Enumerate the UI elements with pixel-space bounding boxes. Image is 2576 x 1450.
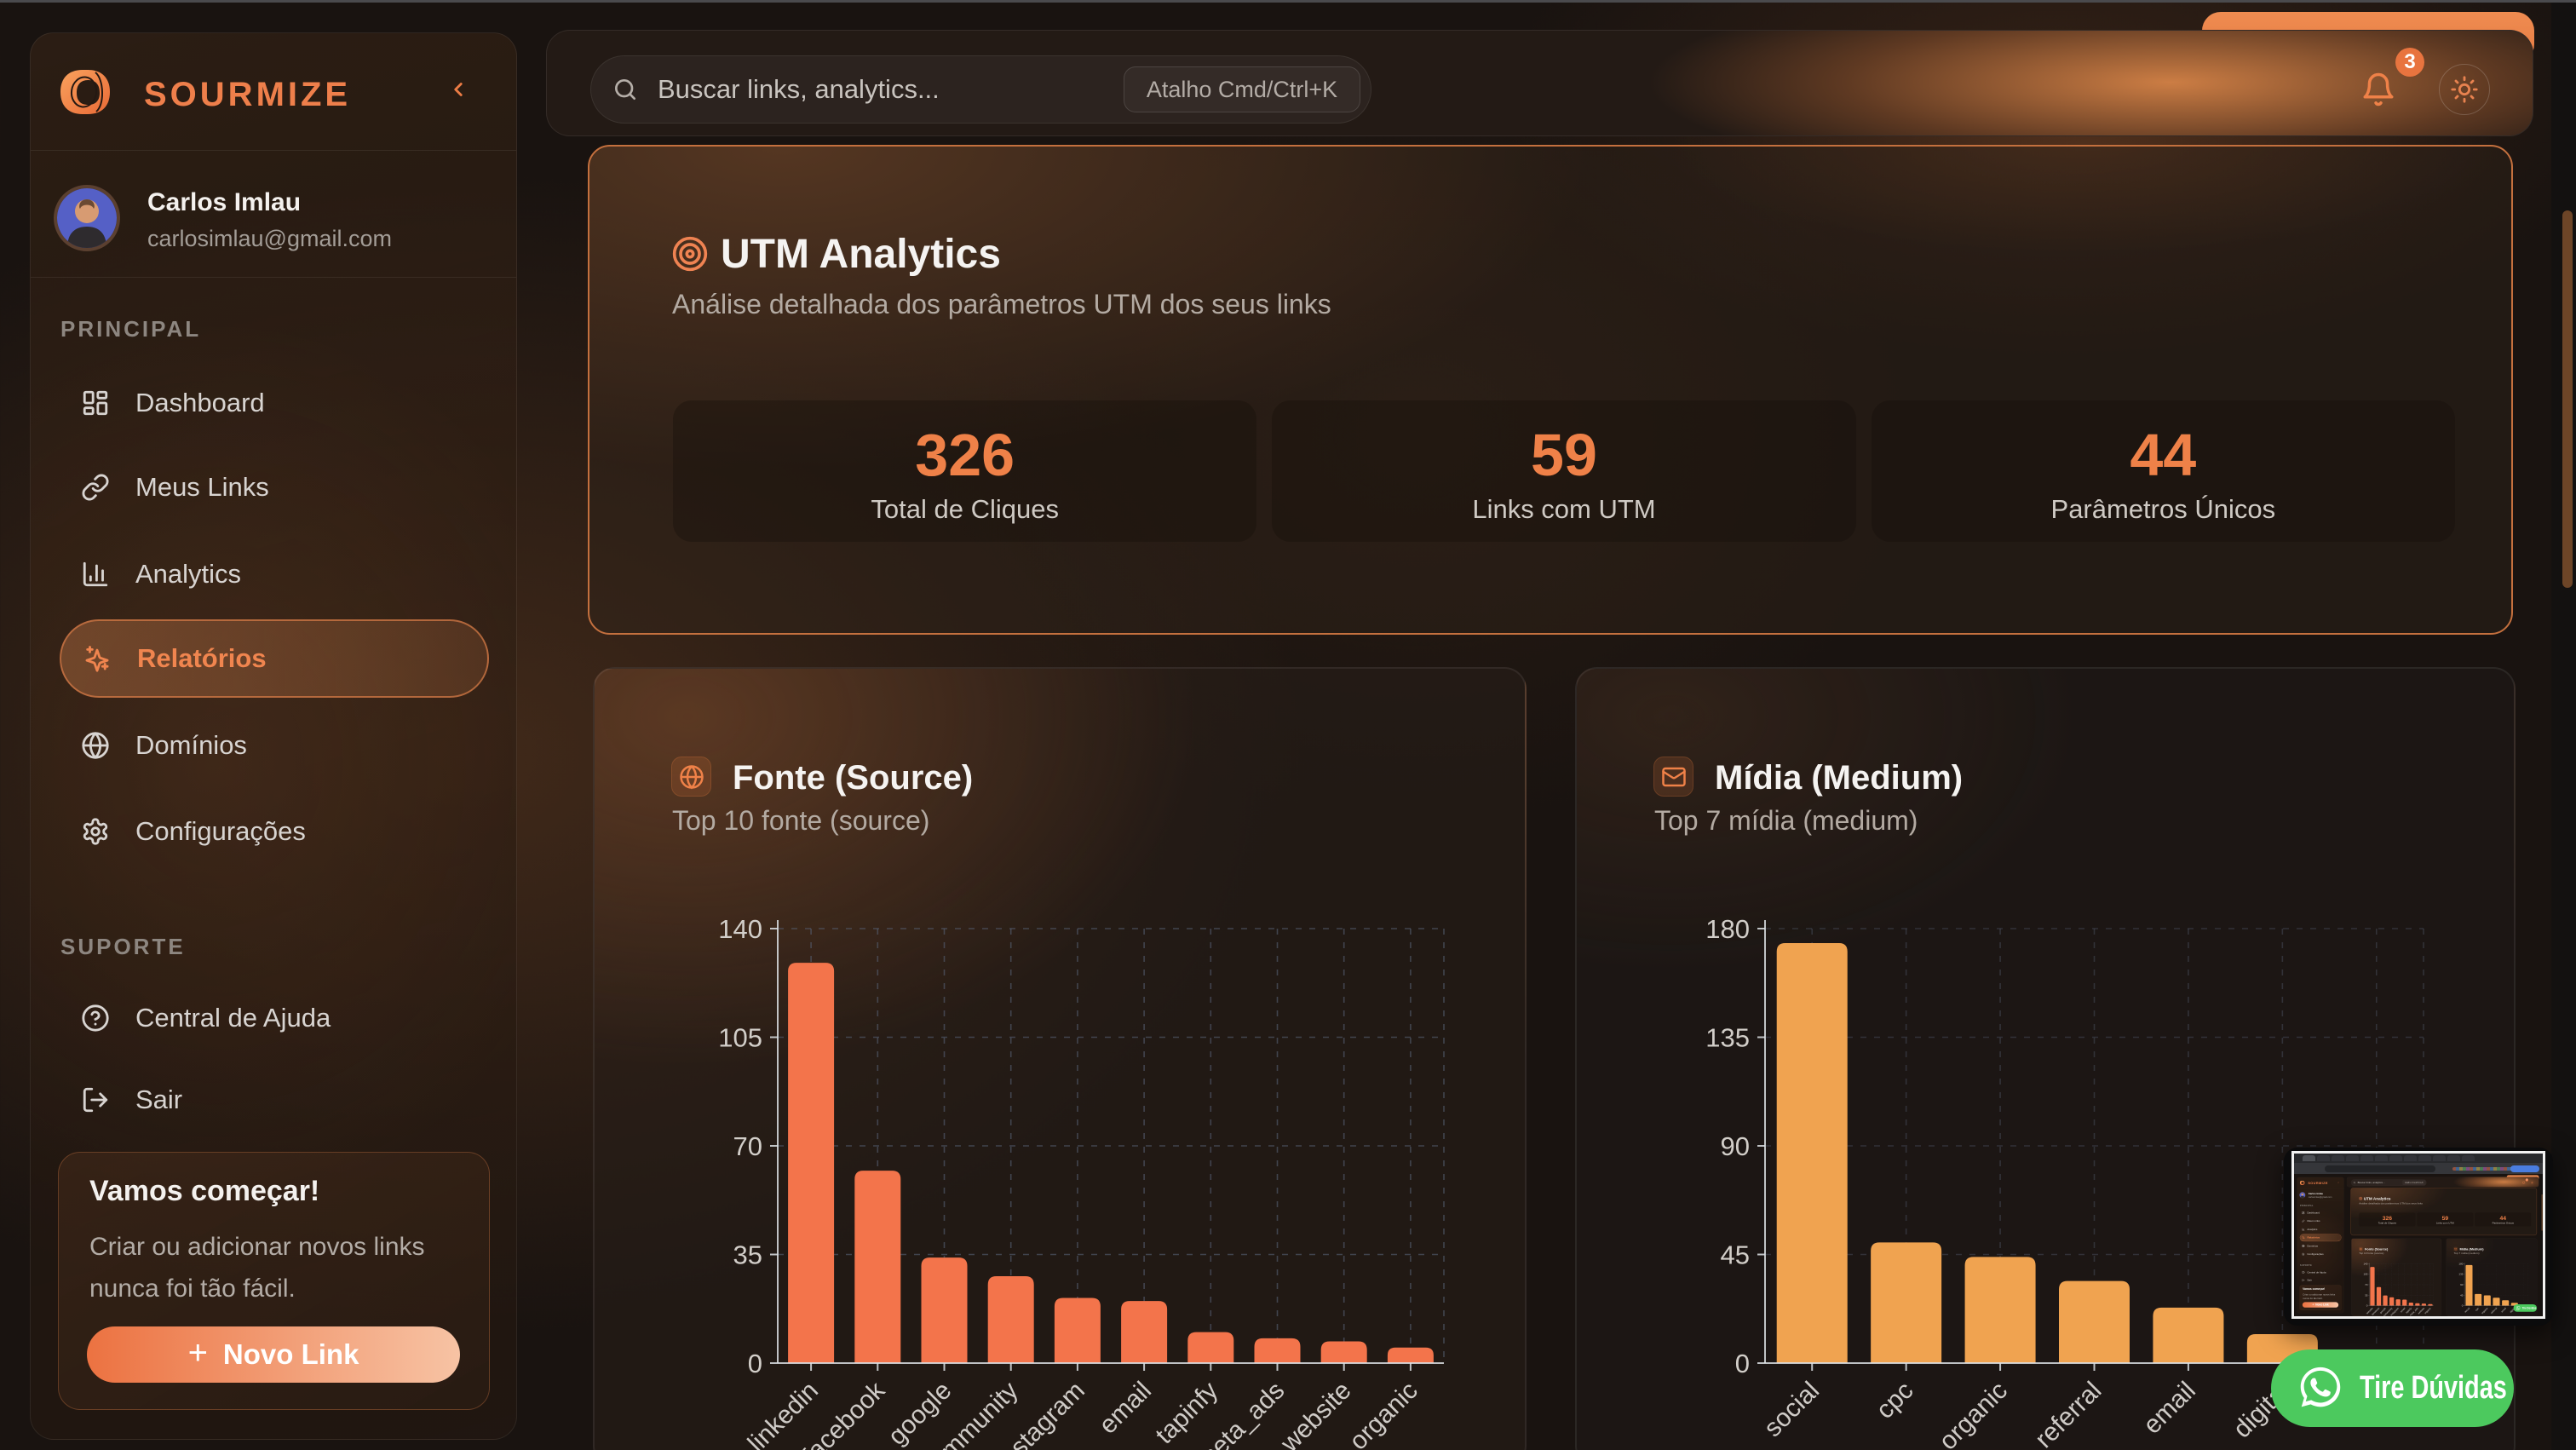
- svg-text:180: 180: [1705, 914, 1750, 944]
- svg-text:organic: organic: [2424, 1306, 2432, 1315]
- svg-text:45: 45: [1721, 1240, 1750, 1270]
- svg-text:0: 0: [2366, 1304, 2368, 1308]
- svg-text:70: 70: [733, 1131, 762, 1161]
- svg-text:digital: digital: [2509, 1306, 2516, 1313]
- svg-text:social: social: [1759, 1377, 1826, 1443]
- svg-text:0: 0: [2462, 1304, 2464, 1308]
- svg-text:community: community: [2383, 1306, 2394, 1316]
- svg-text:35: 35: [733, 1240, 762, 1270]
- svg-text:35: 35: [2365, 1293, 2368, 1297]
- svg-text:organic: organic: [1934, 1377, 2013, 1450]
- svg-text:70: 70: [2365, 1283, 2368, 1286]
- svg-text:135: 135: [1705, 1023, 1750, 1053]
- svg-text:135: 135: [2458, 1273, 2463, 1276]
- svg-text:cpc: cpc: [2475, 1306, 2480, 1311]
- svg-text:email: email: [2500, 1306, 2507, 1313]
- svg-text:referral: referral: [2030, 1377, 2107, 1450]
- svg-text:105: 105: [2363, 1273, 2367, 1276]
- svg-text:website: website: [2417, 1306, 2425, 1315]
- svg-text:140: 140: [2363, 1262, 2367, 1265]
- svg-text:email: email: [2400, 1306, 2406, 1313]
- svg-text:email: email: [2138, 1377, 2201, 1440]
- svg-text:facebook: facebook: [2371, 1306, 2380, 1315]
- svg-text:organic: organic: [1344, 1377, 1423, 1450]
- svg-text:referral: referral: [2490, 1306, 2498, 1315]
- svg-text:0: 0: [748, 1349, 762, 1378]
- svg-text:45: 45: [2460, 1293, 2464, 1297]
- svg-text:google: google: [2379, 1306, 2387, 1314]
- svg-text:90: 90: [2460, 1283, 2464, 1286]
- svg-text:0: 0: [1735, 1349, 1750, 1378]
- svg-text:organic: organic: [2481, 1306, 2489, 1315]
- svg-text:cpc: cpc: [1871, 1377, 1918, 1424]
- svg-text:meta_ads: meta_ads: [2409, 1306, 2419, 1316]
- svg-text:140: 140: [718, 914, 762, 944]
- svg-text:email: email: [1094, 1377, 1157, 1440]
- svg-text:social: social: [2464, 1306, 2470, 1313]
- svg-text:90: 90: [1721, 1131, 1750, 1161]
- svg-text:website: website: [1275, 1377, 1357, 1450]
- svg-text:tapinfy: tapinfy: [2405, 1306, 2412, 1314]
- svg-text:linkedin: linkedin: [2366, 1306, 2374, 1315]
- svg-text:180: 180: [2458, 1262, 2463, 1265]
- svg-text:instagram: instagram: [2389, 1306, 2400, 1316]
- svg-text:105: 105: [718, 1023, 762, 1053]
